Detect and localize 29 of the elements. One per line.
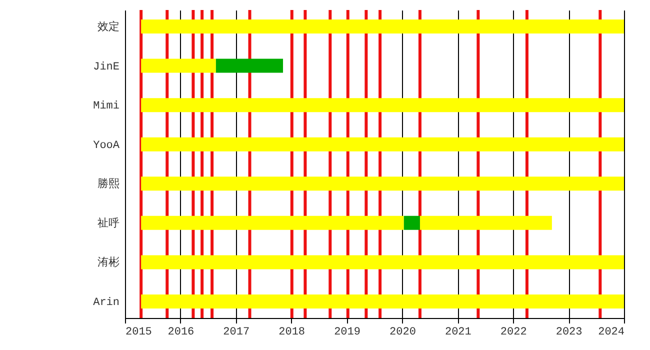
bar — [141, 176, 624, 191]
bar — [141, 137, 624, 152]
x-tick-label: 2016 — [168, 326, 194, 338]
x-tick-label: 2020 — [390, 326, 416, 338]
x-tick-label: 2018 — [278, 326, 306, 338]
bar — [420, 216, 552, 230]
y-tick-label: YooA — [93, 140, 120, 152]
bar — [141, 294, 624, 308]
x-tick-label: 2021 — [444, 326, 472, 338]
bar — [141, 58, 216, 73]
x-tick-label: 2024 — [598, 326, 625, 338]
bar — [141, 255, 624, 270]
y-tick-label: 效定 — [98, 20, 120, 34]
bar — [404, 216, 420, 230]
y-tick-label: JinE — [93, 61, 120, 74]
y-tick-label: Mimi — [93, 100, 120, 113]
y-tick-label: Arin — [93, 297, 120, 309]
x-tick-label: 2017 — [223, 326, 250, 338]
x-tick-label: 2022 — [500, 326, 527, 338]
x-tick-label: 2023 — [556, 326, 582, 338]
bar — [141, 20, 624, 34]
x-tick-label: 2015 — [126, 326, 152, 338]
bar — [141, 216, 404, 230]
y-tick-label: 洧彬 — [98, 256, 120, 270]
x-tick-label: 2019 — [334, 326, 360, 338]
y-tick-label: 祉呼 — [98, 216, 120, 230]
bar — [216, 58, 284, 73]
y-tick-label: 勝熙 — [98, 178, 120, 192]
bar — [141, 98, 624, 112]
